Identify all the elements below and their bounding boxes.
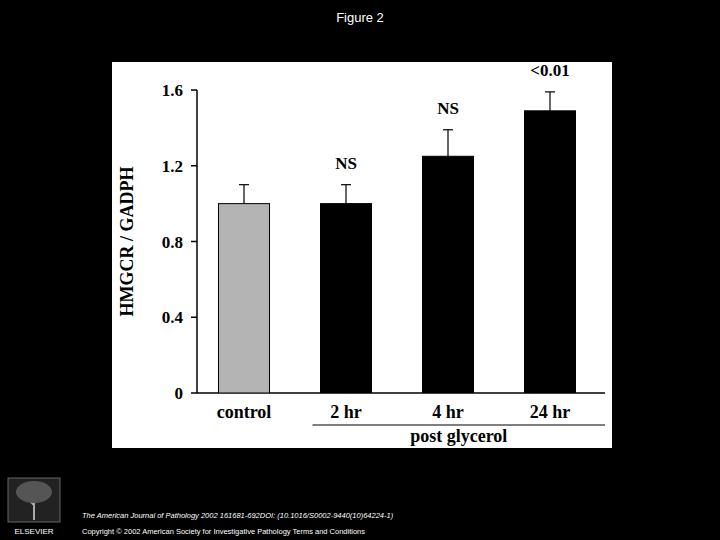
error-bar [549, 92, 550, 111]
bar [219, 204, 270, 393]
citation: The American Journal of Pathology 2002 1… [82, 511, 394, 520]
significance-label: NS [437, 99, 459, 118]
bar [525, 111, 576, 393]
x-tick-label: 2 hr [330, 402, 362, 422]
y-tick [191, 89, 197, 91]
error-cap [545, 91, 555, 92]
x-tick-label: control [217, 402, 272, 422]
logo-crown [16, 481, 52, 503]
y-tick-label: 1.6 [162, 81, 183, 100]
x-tick-label: 24 hr [530, 402, 571, 422]
panel [112, 62, 612, 448]
title: Figure 2 [336, 10, 384, 25]
significance-label: NS [335, 154, 357, 173]
error-cap [239, 184, 249, 185]
y-tick-label: 0.4 [162, 308, 184, 327]
error-cap [443, 129, 453, 130]
y-tick-label: 1.2 [162, 157, 183, 176]
error-bar [243, 185, 244, 204]
significance-label: <0.01 [530, 61, 569, 80]
y-tick [191, 317, 197, 319]
logo [8, 478, 60, 522]
y-tick-label: 0.8 [162, 233, 183, 252]
error-bar [447, 130, 448, 157]
y-tick [191, 165, 197, 167]
x-tick-label: 4 hr [432, 402, 464, 422]
logo-box [8, 478, 60, 522]
bar [423, 156, 474, 393]
y-axis-label: HMGCR / GADPH [117, 167, 137, 317]
group-label: post glycerol [410, 426, 507, 446]
error-cap [341, 184, 351, 185]
error-bar [345, 185, 346, 204]
y-tick [191, 392, 197, 394]
bars [219, 92, 576, 393]
copyright: Copyright © 2002 American Society for In… [82, 527, 365, 536]
bar [321, 204, 372, 393]
y-tick-label: 0 [175, 384, 184, 403]
y-tick [191, 241, 197, 243]
publisher: ELSEVIER [14, 527, 53, 536]
